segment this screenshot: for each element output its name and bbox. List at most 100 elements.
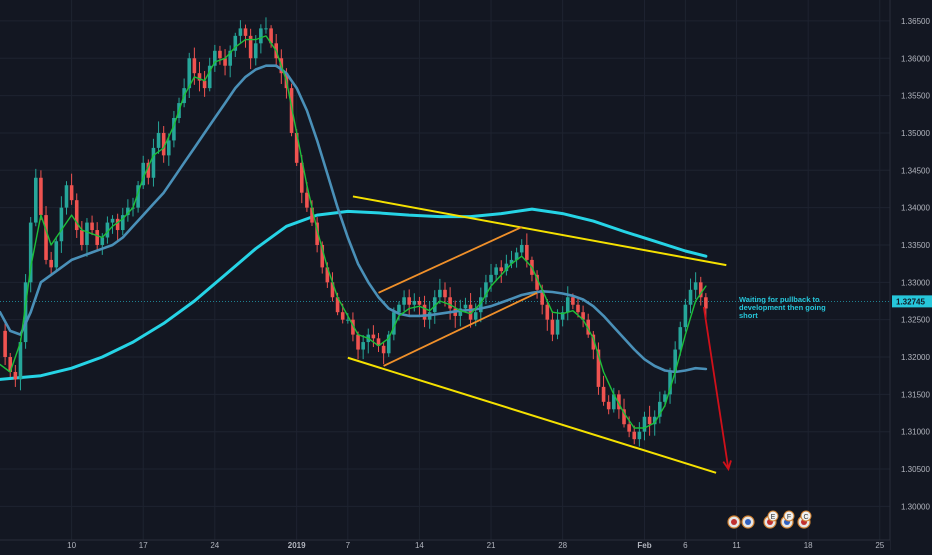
candle-body	[299, 162, 304, 193]
time-tick-label: 2019	[288, 541, 306, 550]
candle-body	[346, 319, 350, 321]
candle-body	[207, 65, 212, 89]
candle-body	[356, 334, 360, 350]
time-tick-label: 7	[346, 541, 351, 550]
price-tick-label: 1.33500	[901, 241, 930, 250]
time-tick-label: 6	[683, 541, 688, 550]
candle-body	[586, 319, 591, 335]
price-tick-label: 1.34000	[901, 204, 930, 213]
candle-body	[473, 312, 478, 320]
candle-body	[499, 267, 504, 272]
orange-channel-line	[378, 226, 523, 294]
candle-body	[417, 300, 422, 305]
candle-body	[371, 334, 376, 339]
candle-body	[172, 118, 176, 141]
candle-body	[606, 401, 611, 410]
candle-body	[3, 330, 7, 358]
candle-body	[397, 304, 401, 313]
candle-body	[571, 297, 575, 305]
short-arrow-head	[722, 460, 732, 472]
candle-body	[340, 312, 345, 320]
candle-body	[320, 244, 325, 268]
candle-body	[678, 327, 683, 350]
event-letter-badge	[800, 510, 812, 522]
price-tick-label: 1.31000	[901, 428, 930, 437]
candle-body	[85, 222, 89, 245]
candle-body	[264, 28, 268, 30]
candle-body	[361, 342, 365, 350]
candle-body	[601, 386, 606, 402]
candle-body	[44, 215, 48, 260]
candle-body	[13, 371, 18, 380]
candle-body	[560, 312, 565, 320]
event-flag-dot	[745, 519, 751, 525]
candle-body	[136, 185, 140, 208]
candle-body	[535, 274, 539, 290]
candle-body	[23, 282, 28, 343]
candle-body	[197, 73, 202, 81]
candle-body	[448, 297, 452, 309]
candle-body	[622, 409, 626, 425]
candle-body	[218, 50, 222, 59]
candle-body	[632, 431, 637, 440]
candle-body	[468, 304, 473, 320]
yellow-channel-line	[352, 195, 727, 267]
candle-body	[412, 300, 417, 305]
candle-body	[627, 424, 631, 432]
candle-body	[484, 282, 488, 298]
candle-body	[652, 416, 657, 425]
indicator-layer	[0, 35, 708, 429]
candle-body	[238, 28, 243, 36]
candle-body	[376, 338, 381, 346]
orange-channel-line	[383, 291, 538, 367]
candle-body	[161, 132, 166, 156]
price-axis-bg	[890, 0, 932, 550]
candle-body	[305, 192, 309, 208]
candle-body	[540, 289, 544, 305]
candle-body	[658, 401, 662, 417]
candle-body	[555, 319, 560, 335]
event-letter-badge	[783, 510, 795, 522]
candle-body	[611, 394, 616, 410]
candle-body	[504, 263, 509, 272]
candle-body	[693, 282, 698, 290]
candle-body	[596, 349, 601, 387]
short-arrow	[702, 306, 730, 470]
candle-body	[463, 304, 468, 309]
candle-body	[39, 177, 43, 216]
candle-body	[438, 289, 442, 298]
candle-body	[243, 28, 248, 36]
price-tick-label: 1.35000	[901, 129, 930, 138]
candle-body	[673, 349, 677, 372]
candle-body	[565, 297, 570, 313]
candle-body	[80, 230, 84, 245]
time-axis-bg	[0, 540, 890, 550]
time-tick-label: Feb	[637, 541, 651, 550]
candle-body	[115, 218, 120, 231]
price-tick-label: 1.33000	[901, 278, 930, 287]
candle-body	[550, 319, 555, 335]
candle-body	[49, 259, 53, 268]
candle-body	[576, 304, 580, 313]
ma-mid-line	[0, 64, 708, 374]
candle-body	[519, 244, 524, 253]
candle-body	[683, 304, 688, 328]
event-flag-dot	[731, 519, 737, 525]
time-axis: 10 17 24 2019 7 14 21 28 Feb 6 11 18 25	[0, 539, 890, 550]
candle-body	[402, 297, 406, 305]
candle-body	[110, 218, 115, 223]
time-tick-label: 10	[67, 541, 76, 550]
candle-body	[69, 185, 74, 201]
candle-body	[126, 207, 130, 216]
price-tick-label: 1.35500	[901, 92, 930, 101]
candle-body	[509, 259, 514, 264]
candle-body	[228, 50, 232, 66]
candle-body	[213, 50, 217, 66]
ma-slow-line	[0, 207, 708, 381]
price-tick-label: 1.36000	[901, 54, 930, 63]
candle-body	[310, 207, 314, 223]
time-tick-label: 14	[415, 541, 424, 550]
